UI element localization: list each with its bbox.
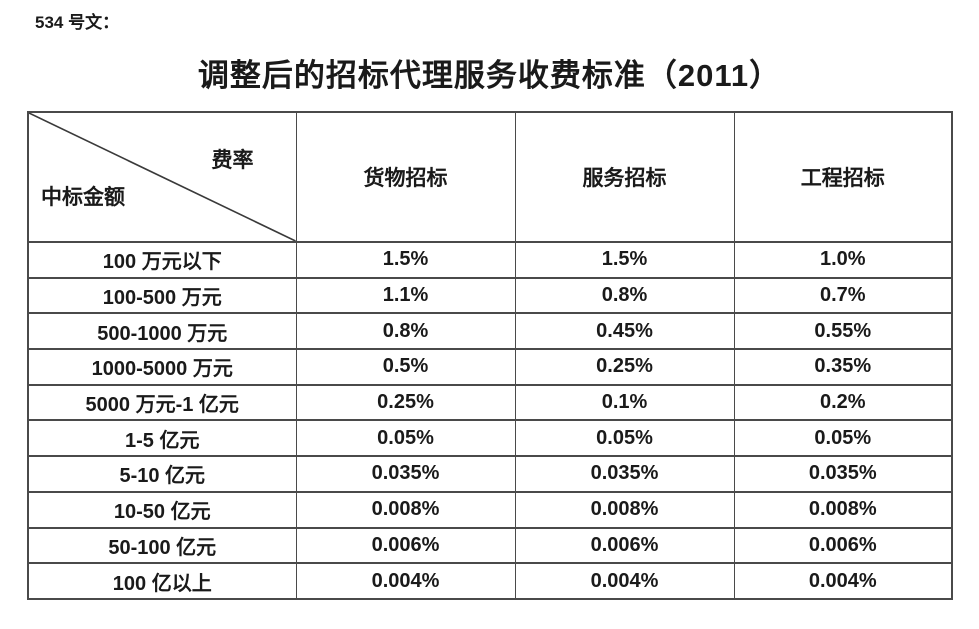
rate-value-cell: 0.004% [733,562,953,600]
column-header-goods: 货物招标 [295,111,516,243]
rate-value-cell: 0.05% [733,419,953,458]
rate-value-cell: 1.5% [514,241,735,279]
rate-value-cell: 0.25% [295,383,516,422]
corner-label-rate: 费率 [211,149,254,172]
table-row: 5000 万元-1 亿元 0.25% 0.1% 0.2% [27,383,953,422]
rate-value-cell: 0.7% [733,276,953,315]
rate-value-cell: 0.8% [514,276,735,315]
rate-value-cell: 0.25% [514,348,735,386]
rate-value-cell: 0.035% [733,455,953,493]
amount-range-cell: 100 亿以上 [27,562,297,600]
amount-range-cell: 100-500 万元 [27,276,297,315]
amount-range-cell: 1000-5000 万元 [27,348,297,386]
rate-value-cell: 0.5% [295,348,516,386]
rate-value-cell: 0.45% [514,312,735,351]
rate-value-cell: 1.0% [733,241,953,279]
rate-value-cell: 0.2% [733,383,953,422]
rate-value-cell: 0.008% [733,490,953,529]
rate-value-cell: 0.035% [514,455,735,493]
table-row: 1-5 亿元 0.05% 0.05% 0.05% [27,419,953,458]
table-row: 100-500 万元 1.1% 0.8% 0.7% [27,276,953,315]
rate-value-cell: 0.55% [733,312,953,351]
header-row: 费率 中标金额 货物招标 服务招标 工程招标 [27,111,953,243]
corner-label-amount: 中标金额 [41,186,125,209]
amount-range-cell: 10-50 亿元 [27,490,297,529]
table-row: 500-1000 万元 0.8% 0.45% 0.55% [27,312,953,351]
rate-value-cell: 1.5% [295,241,516,279]
corner-cell: 费率 中标金额 [27,111,297,243]
doc-number-label: 534 号文： [35,13,120,32]
table-row: 10-50 亿元 0.008% 0.008% 0.008% [27,490,953,529]
amount-range-cell: 5-10 亿元 [27,455,297,493]
column-header-services: 服务招标 [514,111,735,243]
rate-value-cell: 0.1% [514,383,735,422]
amount-range-cell: 5000 万元-1 亿元 [27,383,297,422]
rate-value-cell: 0.035% [295,455,516,493]
table-row: 5-10 亿元 0.035% 0.035% 0.035% [27,455,953,493]
table-row: 1000-5000 万元 0.5% 0.25% 0.35% [27,348,953,386]
table-row: 100 万元以下 1.5% 1.5% 1.0% [27,241,953,279]
rate-value-cell: 0.8% [295,312,516,351]
rate-value-cell: 0.008% [295,490,516,529]
amount-range-cell: 50-100 亿元 [27,526,297,565]
rate-value-cell: 0.004% [514,562,735,600]
table-row: 100 亿以上 0.004% 0.004% 0.004% [27,562,953,600]
rate-value-cell: 0.006% [733,526,953,565]
rate-value-cell: 0.006% [514,526,735,565]
page-title: 调整后的招标代理服务收费标准（2011） [197,58,782,93]
rate-value-cell: 0.05% [295,419,516,458]
rate-value-cell: 0.35% [733,348,953,386]
rate-value-cell: 0.008% [514,490,735,529]
rate-value-cell: 1.1% [295,276,516,315]
rate-value-cell: 0.006% [295,526,516,565]
amount-range-cell: 500-1000 万元 [27,312,297,351]
fee-rate-table: 费率 中标金额 货物招标 服务招标 工程招标 100 万元以下 1.5% 1.5% 1… [27,111,953,600]
amount-range-cell: 1-5 亿元 [27,419,297,458]
rate-value-cell: 0.05% [514,419,735,458]
amount-range-cell: 100 万元以下 [27,241,297,279]
table-row: 50-100 亿元 0.006% 0.006% 0.006% [27,526,953,565]
rate-value-cell: 0.004% [295,562,516,600]
column-header-works: 工程招标 [733,111,953,243]
diagonal-divider-line [29,113,296,241]
